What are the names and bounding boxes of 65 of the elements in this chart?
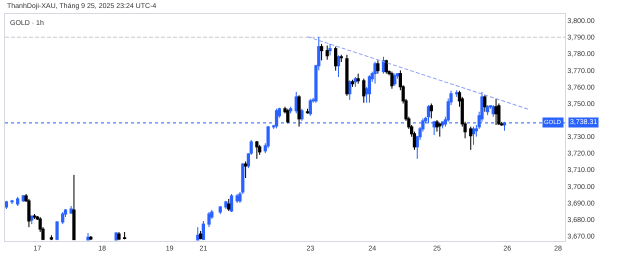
candlestick [198, 230, 202, 240]
candlestick [32, 213, 36, 220]
candlestick [50, 234, 54, 240]
candlestick [306, 108, 310, 114]
candlestick [430, 102, 433, 119]
candlestick [202, 220, 206, 240]
candlestick [294, 91, 298, 114]
candlestick [244, 160, 248, 179]
candlestick [345, 54, 349, 96]
candlestick [334, 46, 338, 72]
candlestick [114, 232, 118, 241]
candlestick [469, 126, 472, 150]
candlestick [227, 198, 230, 212]
candlestick [122, 232, 126, 240]
candlestick [308, 98, 312, 116]
candlestick [336, 54, 340, 78]
candlestick [326, 44, 329, 60]
candlestick [390, 71, 394, 90]
candlestick [472, 126, 476, 146]
candlestick [258, 144, 262, 156]
candlestick [393, 73, 396, 86]
candlestick [356, 73, 360, 84]
candlestick [494, 98, 498, 126]
candlestick [438, 122, 442, 138]
candlestick [274, 108, 278, 129]
candlestick [255, 140, 258, 160]
candlestick [286, 108, 290, 124]
candlestick [297, 94, 301, 128]
candlestick [55, 220, 59, 240]
candlestick [328, 43, 332, 56]
candlestick [486, 104, 490, 116]
candlestick [89, 236, 92, 240]
candlestick [207, 212, 211, 228]
candlestick [289, 106, 292, 114]
candlestick [373, 61, 377, 84]
candlestick [483, 94, 486, 112]
candlestick [354, 76, 357, 88]
candlestick [61, 212, 64, 225]
candlestick [502, 121, 506, 132]
candlestick [70, 206, 73, 214]
candlestick [10, 199, 14, 205]
candlestick [86, 232, 90, 241]
candlestick [22, 194, 25, 202]
candlestick [30, 215, 34, 225]
candlestick [27, 198, 31, 228]
candlestick [384, 59, 388, 74]
candlestick [348, 80, 352, 100]
candlestick [320, 43, 324, 61]
candlestick [72, 174, 76, 241]
candlestick [117, 232, 121, 240]
candlestick [236, 193, 239, 204]
candlestick [196, 226, 200, 241]
candlestick [455, 90, 458, 98]
candlestick [340, 54, 343, 63]
candlestick [435, 120, 439, 132]
candlestick [350, 79, 354, 88]
candlestick [497, 102, 500, 126]
candlestick [266, 125, 270, 149]
candlestick [376, 60, 380, 74]
candlestick [16, 196, 20, 207]
candlestick [368, 74, 372, 104]
candlestick [362, 78, 366, 104]
candlestick [218, 206, 222, 214]
candlestick [5, 200, 8, 210]
candlestick [492, 104, 495, 118]
